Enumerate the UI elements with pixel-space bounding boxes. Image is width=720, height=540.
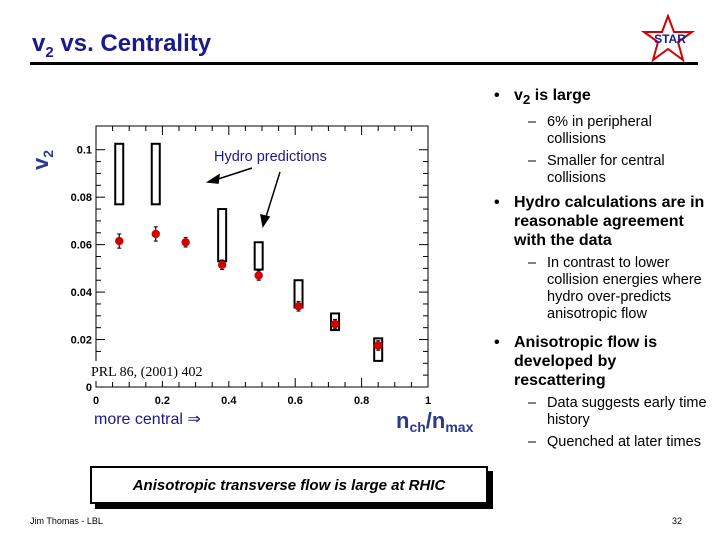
hydro-arrows — [205, 167, 281, 228]
hydro-box — [253, 241, 264, 271]
more-central-label: more central ⇒ — [94, 411, 201, 428]
star-icon — [640, 14, 696, 62]
conclusion-box: Anisotropic transverse flow is large at … — [90, 466, 488, 504]
hydro-box — [373, 337, 384, 362]
dash-marker: – — [528, 395, 537, 412]
footer-page-number: 32 — [672, 516, 683, 526]
page-title: v2 vs. Centrality — [32, 30, 212, 61]
y-tick-label: 0.02 — [71, 335, 92, 347]
hydro-predictions-label: Hydro predictions — [214, 149, 327, 165]
y-tick-label: 0.1 — [77, 145, 92, 157]
data-point — [151, 229, 160, 239]
x-axis-label: nch/nmax — [396, 408, 474, 435]
title-divider — [30, 62, 698, 65]
sub-bullet: – Smaller for central collisions — [528, 153, 665, 187]
sub-bullet: – Data suggests early time history — [528, 395, 707, 429]
hydro-box — [114, 142, 125, 206]
y-tick-label: 0 — [86, 382, 92, 394]
hydro-box — [217, 208, 228, 263]
y-tick-label: 0.04 — [71, 287, 93, 299]
bullet-marker: • — [494, 87, 500, 104]
data-point — [217, 260, 227, 270]
arrow-right — [264, 171, 281, 221]
x-tick-label: 0.2 — [155, 395, 170, 407]
star-logo: STAR — [640, 14, 696, 62]
reference-label: PRL 86, (2001) 402 — [91, 365, 202, 380]
data-point — [330, 319, 340, 329]
sub-bullet: – Quenched at later times — [528, 434, 701, 451]
data-point — [294, 302, 303, 311]
bullet-marker: • — [494, 194, 500, 212]
dash-marker: – — [528, 153, 537, 170]
dash-marker: – — [528, 255, 537, 272]
v2-centrality-plot: 0 0.02 0.04 0.06 0.08 0.1 0 0.2 0.4 0.6 0.8 1 v2 nc… — [30, 125, 474, 435]
data-point — [181, 238, 190, 247]
reference-box — [86, 361, 234, 381]
hydro-box — [330, 312, 341, 332]
bullet-rescattering: • Anisotropic flow is developed by rescat… — [494, 334, 658, 390]
bullet-hydro: • Hydro calculations are in reasonable ag… — [494, 194, 705, 250]
arrowhead-right — [260, 213, 271, 228]
y-axis-label: v2 — [30, 150, 56, 170]
bullet-marker: • — [494, 334, 500, 352]
footer-author: Jim Thomas - LBL — [30, 516, 103, 526]
x-tick-label: 0.8 — [354, 395, 369, 407]
sub-bullet: – In contrast to lower collision energies… — [528, 255, 702, 323]
plot-ticks: 0 0.02 0.04 0.06 0.08 0.1 0 0.2 0.4 0.6 0.8 1 — [71, 126, 431, 407]
x-tick-label: 0 — [93, 395, 99, 407]
data-point — [115, 236, 124, 246]
y-tick-label: 0.06 — [71, 240, 92, 252]
star-logo-label: STAR — [654, 32, 686, 46]
dash-marker: – — [528, 114, 537, 131]
hydro-box — [150, 142, 161, 206]
data-points — [115, 226, 383, 351]
data-point — [254, 271, 263, 280]
dash-marker: – — [528, 434, 537, 451]
y-tick-label: 0.08 — [71, 192, 92, 204]
x-tick-label: 0.4 — [221, 395, 237, 407]
arrowhead-left — [205, 173, 220, 184]
x-tick-label: 1 — [425, 395, 431, 407]
bullet-list: • v2 is large –6% in peripheral collision… — [490, 80, 712, 451]
hydro-prediction-boxes — [114, 142, 384, 362]
bullet-v2-large: • v2 is large — [494, 87, 591, 108]
x-tick-label: 0.6 — [288, 395, 303, 407]
sub-bullet: –6% in peripheral collisions — [528, 114, 652, 148]
data-point — [374, 341, 383, 350]
